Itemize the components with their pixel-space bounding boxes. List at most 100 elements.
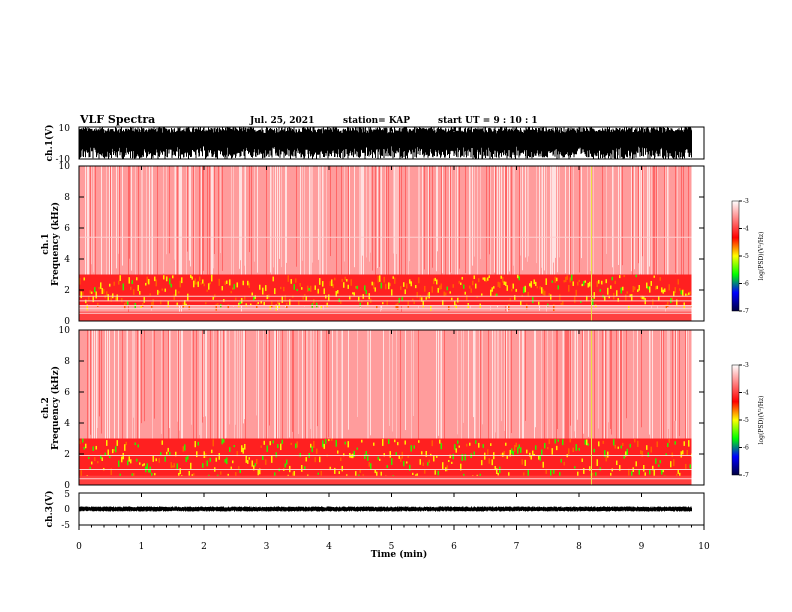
station-label: station= KAP [343, 116, 410, 126]
spectrogram-intensity-speck [367, 302, 369, 307]
spectrogram-streak [322, 166, 323, 289]
spectrogram-intensity-speck [88, 296, 90, 302]
spectrogram-intensity-speck [673, 459, 675, 467]
spectrogram-streak [514, 166, 515, 295]
spectrogram-intensity-speck [373, 442, 375, 446]
spectrogram-intensity-speck [413, 301, 415, 305]
spectrogram-streak [663, 330, 664, 456]
spectrogram-intensity-speck [88, 456, 90, 459]
spectrogram-streak [275, 330, 276, 440]
spectrogram-intensity-speck [383, 276, 385, 283]
spectrogram-intensity-speck [688, 292, 690, 295]
spectrogram-intensity-speck [109, 283, 111, 287]
spectrogram-intensity-speck [538, 301, 540, 305]
spectrogram-intensity-speck [209, 282, 211, 285]
spectrogram-intensity-speck [121, 298, 123, 303]
spectrogram-intensity-speck [394, 439, 396, 443]
spectrogram-intensity-speck [506, 285, 508, 291]
spectrogram-intensity-speck [316, 448, 318, 454]
spectrogram-intensity-speck [287, 275, 289, 282]
spectrogram-intensity-speck [388, 439, 390, 444]
spectrogram-intensity-speck [94, 457, 96, 462]
spectrogram-streak [575, 330, 576, 438]
spectrogram-streak [386, 166, 387, 304]
spectrogram-streak [205, 330, 206, 417]
spectrogram-streak [163, 330, 164, 469]
spectrogram-intensity-speck [439, 439, 441, 444]
spectrogram-intensity-speck [647, 452, 649, 457]
spectrogram-streak [557, 330, 558, 430]
spectrogram-intensity-speck [661, 469, 663, 475]
ch1-waveform-panel: 10 -10 ch.1(V) [44, 124, 705, 165]
spectrogram-streak [544, 166, 545, 271]
spectrogram-intensity-speck [211, 449, 213, 454]
spectrogram-streak [482, 330, 483, 425]
spectrogram-intensity-speck [593, 448, 595, 453]
spectrogram-intensity-speck [641, 451, 643, 457]
spectrogram-intensity-speck [338, 471, 340, 474]
spectrogram-intensity-speck [382, 439, 384, 446]
spectrogram-streak [357, 330, 358, 418]
spectrogram-intensity-speck [380, 282, 382, 289]
spectrogram-intensity-speck [178, 472, 180, 478]
spectrogram-intensity-speck [235, 297, 237, 301]
spectrogram-intensity-speck [361, 439, 363, 443]
spectrogram-streak [369, 166, 370, 262]
spectrogram-intensity-speck [682, 450, 684, 455]
spectrogram-intensity-speck [460, 282, 462, 285]
spectrogram-streak [119, 166, 120, 293]
spectrogram-intensity-speck [164, 456, 166, 462]
spectrogram-intensity-speck [464, 291, 466, 295]
spectrogram-intensity-speck [443, 291, 445, 297]
spectrogram-intensity-speck [296, 441, 298, 448]
ch3-ylabel: ch.3(V) [44, 491, 55, 528]
spectrogram-intensity-speck [115, 446, 117, 453]
spectrogram-intensity-speck [604, 296, 606, 301]
spectrogram-intensity-speck [206, 460, 208, 467]
spectrogram-intensity-speck [526, 449, 528, 454]
spectrogram-streak [279, 330, 280, 463]
spectrogram-empty-tail [691, 166, 704, 321]
spectrogram-intensity-speck [284, 294, 286, 302]
spectrogram-intensity-speck [653, 275, 655, 278]
spectrogram-intensity-speck [343, 453, 345, 457]
spectrogram-streak [266, 330, 267, 452]
spectrogram-streak [305, 330, 306, 442]
spectrogram-intensity-speck [124, 303, 126, 310]
spectrogram-intensity-speck [677, 469, 679, 474]
spectrogram-intensity-speck [655, 458, 657, 464]
spectrogram-intensity-speck [386, 300, 388, 306]
spectrogram-streak [550, 166, 551, 286]
spectrogram-intensity-speck [406, 283, 408, 289]
ch2-colorbar: -3 -4 -5 -6 -7 log(PSD)(V²/Hz) [731, 362, 765, 479]
spectrogram-intensity-speck [139, 462, 141, 465]
spectrogram-intensity-speck [136, 277, 138, 281]
spectrogram-intensity-speck [314, 457, 316, 463]
spectrogram-streak [99, 330, 100, 417]
spectrogram-streak [649, 166, 650, 267]
spectrogram-streak [511, 330, 512, 434]
date-label: Jul. 25, 2021 [249, 116, 314, 126]
spectrogram-intensity-speck [451, 461, 453, 464]
spectrogram-intensity-speck [178, 291, 180, 294]
spectrogram-intensity-speck [448, 459, 450, 463]
spectrogram-streak [459, 166, 460, 269]
spectrogram-streak [468, 330, 469, 472]
spectrogram-intensity-speck [409, 464, 411, 471]
spectrogram-intensity-speck [301, 465, 303, 472]
spectrogram-intensity-speck [323, 443, 325, 449]
spectrogram-streak [397, 166, 398, 296]
spectrogram-intensity-speck [394, 277, 396, 284]
spectrogram-streak [380, 166, 381, 313]
spectrogram-intensity-speck [121, 456, 123, 463]
spectrogram-streak [594, 330, 595, 448]
spectrogram-intensity-speck [365, 451, 367, 455]
colorbar-tick-label: -4 [743, 390, 749, 397]
spectrogram-lowband [79, 311, 692, 321]
spectrogram-intensity-speck [631, 471, 633, 478]
ch1-spec-ylabel-line2: Frequency (kHz) [50, 202, 61, 286]
spectrogram-intensity-speck [248, 282, 250, 288]
spectrogram-intensity-speck [610, 285, 612, 289]
time-tick-label: 7 [514, 542, 520, 552]
spectrogram-intensity-speck [562, 439, 564, 446]
